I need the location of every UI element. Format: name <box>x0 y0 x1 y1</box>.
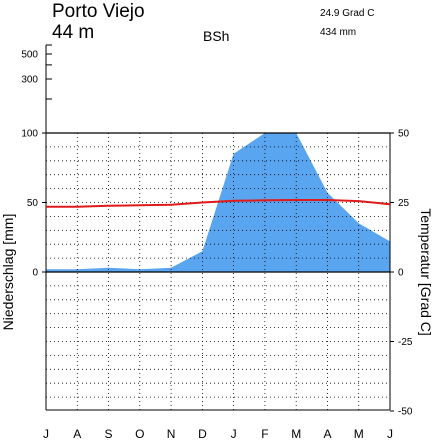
temp-tick-label: 25 <box>398 198 410 209</box>
annual-precipitation: 434 mm <box>320 27 356 38</box>
temp-tick-label: 50 <box>398 129 410 140</box>
temp-tick-label: 0 <box>398 268 404 279</box>
station-elevation: 44 m <box>52 22 94 43</box>
precipitation-axis-title: Niederschlag [mm] <box>0 214 16 331</box>
month-label: M <box>291 427 301 440</box>
precip-tick-label: 50 <box>27 198 39 209</box>
temperature-line <box>46 199 391 208</box>
precip-tick-label: 0 <box>32 268 38 279</box>
month-label: J <box>387 427 393 440</box>
month-label: J <box>43 427 49 440</box>
plot-area: 0 50 100 300 500 50 25 0 -25 -50 J A S O N D J F M A M J <box>21 44 413 440</box>
month-label: O <box>135 427 144 440</box>
climate-class: BSh <box>203 28 229 44</box>
month-label: S <box>104 427 112 440</box>
annual-temperature: 24.9 Grad C <box>320 8 374 19</box>
month-label: A <box>73 427 81 440</box>
temp-tick-label: -25 <box>398 337 413 348</box>
month-label: F <box>261 427 268 440</box>
month-label: N <box>167 427 176 440</box>
precip-log-tick-label: 300 <box>21 75 38 86</box>
station-name: Porto Viejo <box>52 1 145 22</box>
temperature-axis-title: Temperatur [Grad C] <box>418 208 433 336</box>
month-label: D <box>198 427 207 440</box>
precip-log-tick-label: 500 <box>21 49 38 60</box>
month-label: J <box>231 427 237 440</box>
temp-tick-label: -50 <box>398 407 413 418</box>
precip-tick-label: 100 <box>21 129 38 140</box>
month-label: M <box>354 427 364 440</box>
month-label: A <box>323 427 331 440</box>
